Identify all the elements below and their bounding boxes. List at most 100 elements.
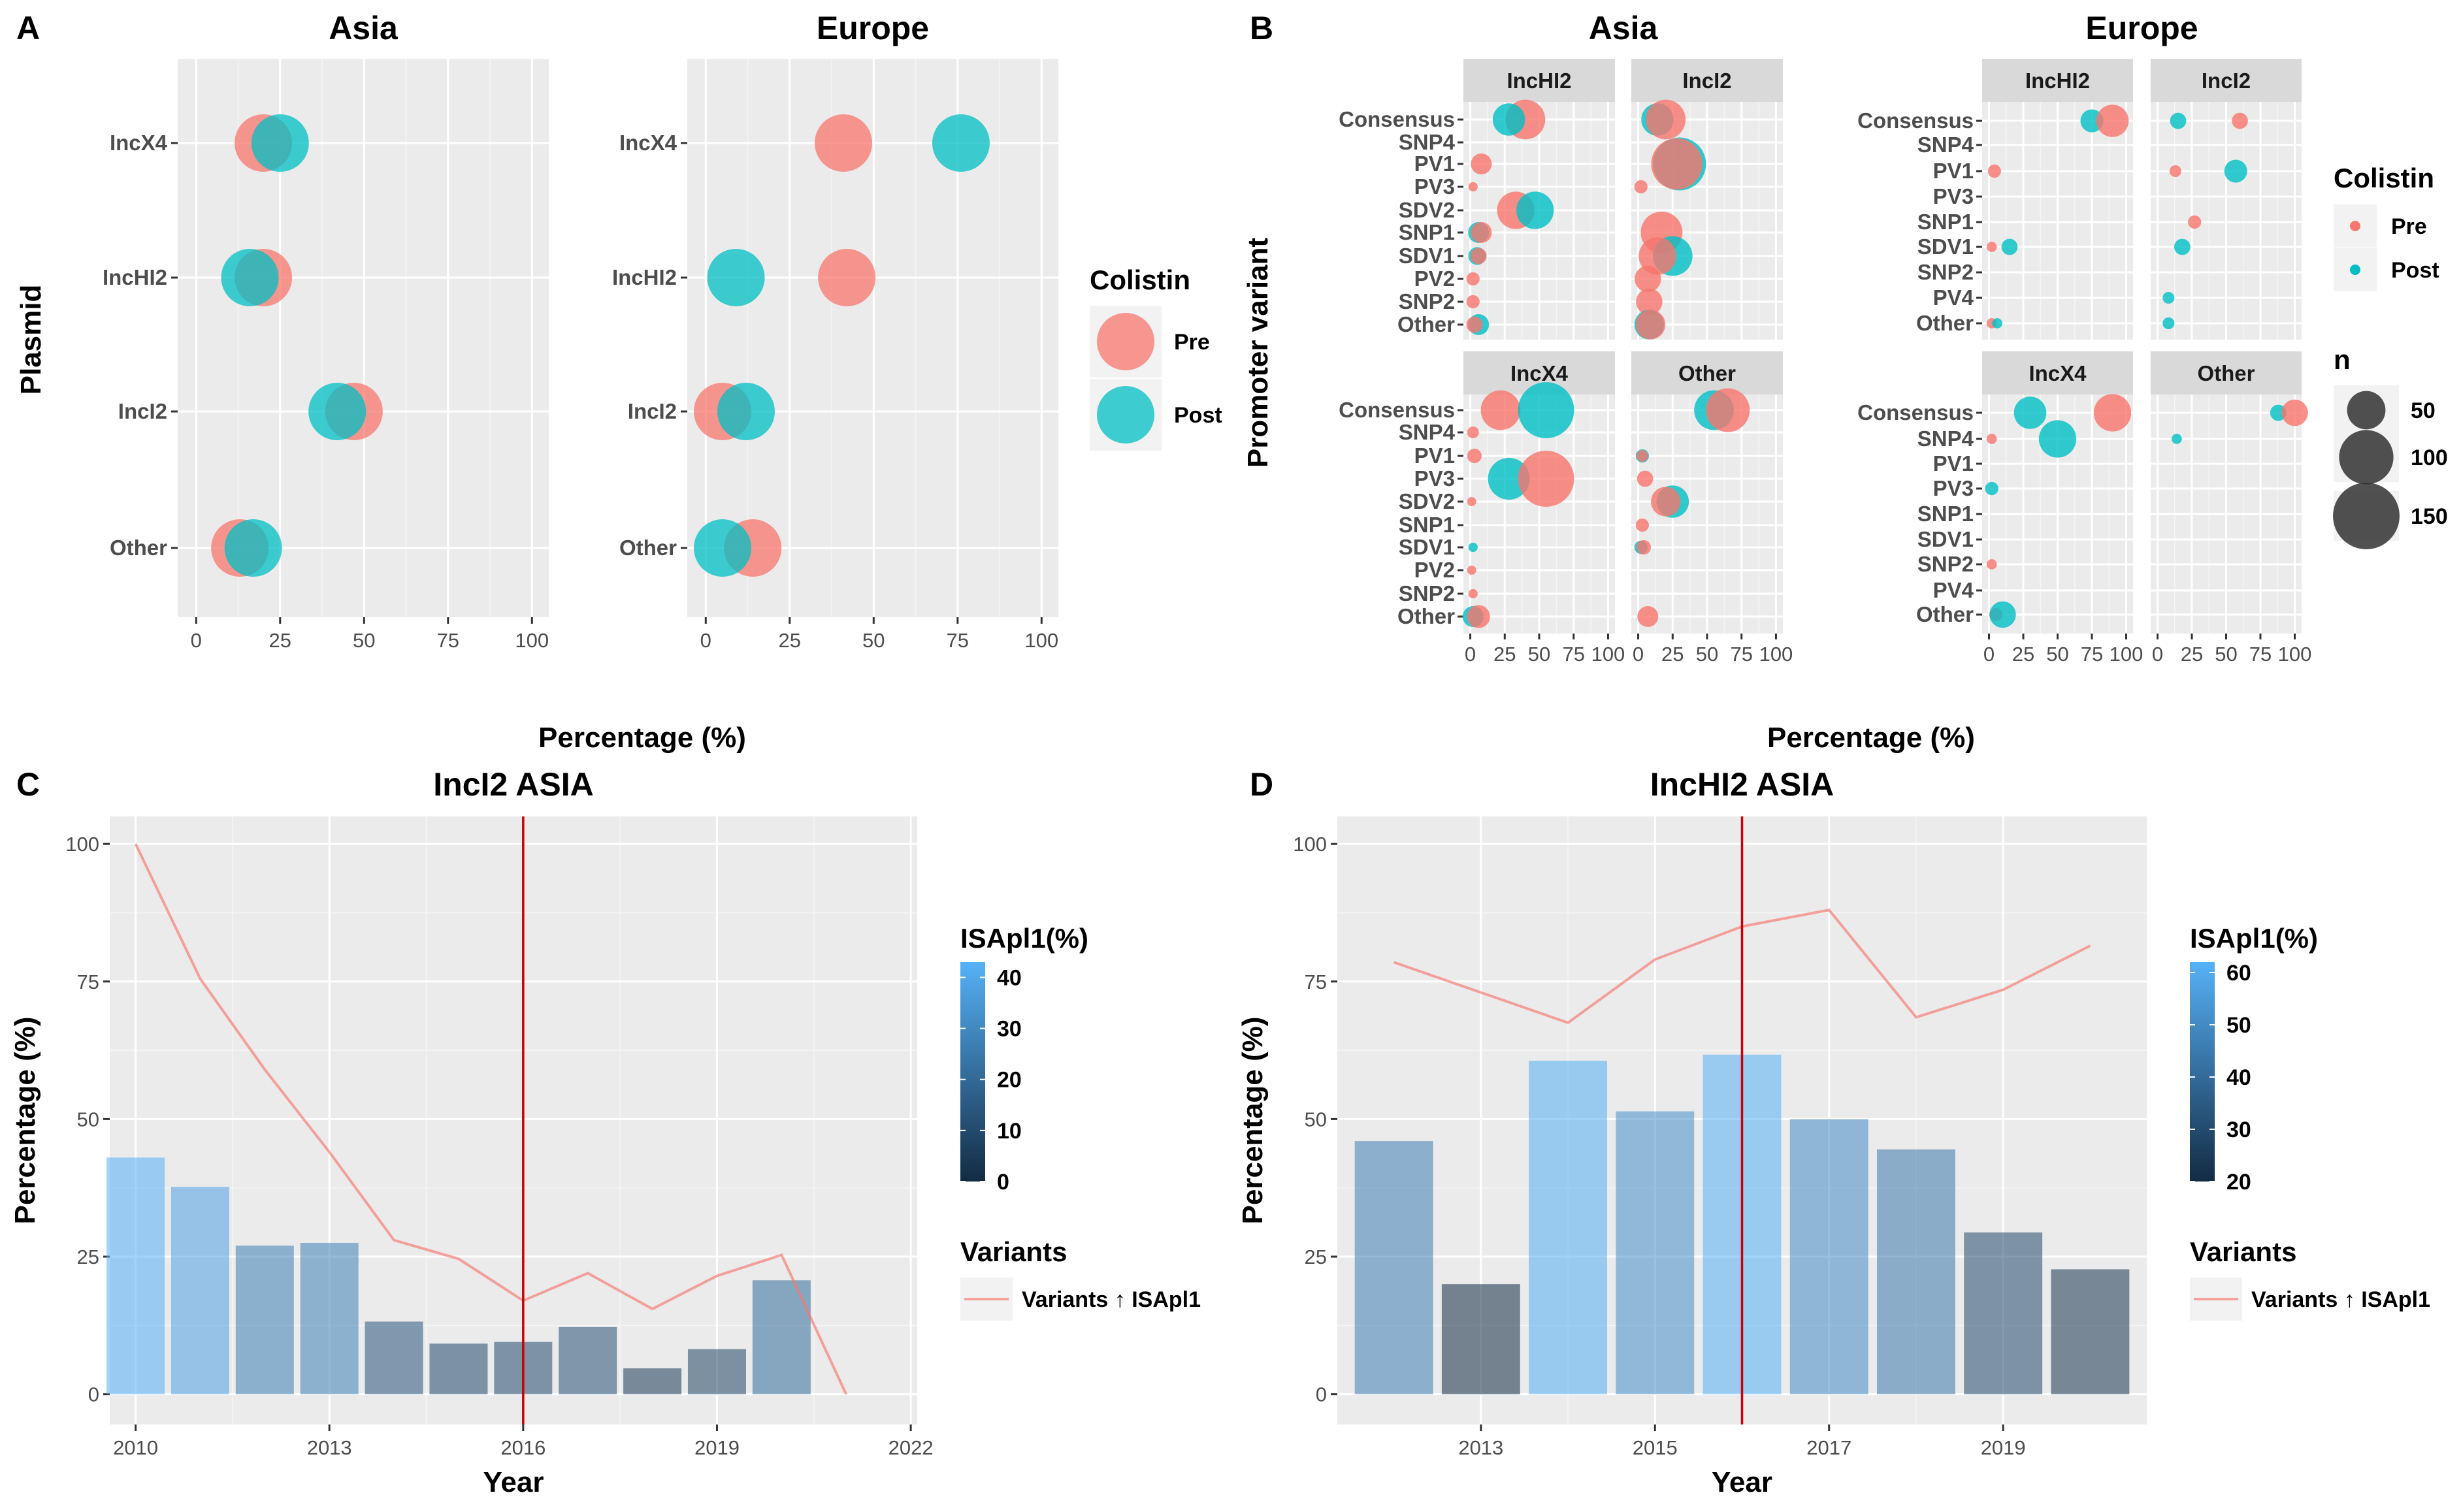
colistin-legend-b: Colistin Pre Post <box>2334 163 2439 291</box>
colorbar-label-50: 50 <box>2226 1013 2251 1038</box>
y-tick-label: SDV1 <box>1399 535 1455 559</box>
bubble-pre <box>1635 518 1649 532</box>
x-tick-label: 0 <box>191 629 202 652</box>
panel-a-facet-europe: 0 25 50 75 100 IncX4 IncHI2 IncI2 Other Europe <box>612 10 1058 652</box>
bar-2018 <box>1877 1149 1955 1394</box>
legend-title: Colistin <box>1090 265 1190 295</box>
bubble-post <box>2162 291 2175 304</box>
x-tick-label: 75 <box>2081 643 2103 666</box>
variants-legend-title: Variants <box>2190 1236 2296 1267</box>
y-tick-label: PV1 <box>1933 451 1974 475</box>
bubble-post <box>2224 159 2247 183</box>
plot-title: IncHI2 ASIA <box>1650 766 1834 803</box>
facet-strip <box>2151 59 2302 102</box>
legend-key-post <box>1097 386 1154 443</box>
y-tick-label: 0 <box>1316 1383 1327 1406</box>
y-tick-label: SNP4 <box>1399 420 1456 444</box>
x-tick-label: 25 <box>2181 643 2203 666</box>
bubble-post <box>224 519 282 577</box>
y-tick-label: Other <box>1397 604 1455 628</box>
y-tick-label: SNP2 <box>1399 581 1455 605</box>
x-tick-label: 100 <box>515 629 549 652</box>
y-tick-label: SNP1 <box>1917 210 1974 234</box>
bubble-post <box>717 383 775 440</box>
bubble-post <box>2170 112 2187 129</box>
y-tick-label: 75 <box>1305 971 1327 993</box>
bar-2014 <box>365 1321 423 1394</box>
bubble-pre <box>2093 394 2132 432</box>
bubble-pre <box>1651 487 1681 517</box>
bubble-pre <box>1480 390 1521 430</box>
bubble-pre <box>1466 295 1480 309</box>
y-tick-label: Consensus <box>1857 400 1974 425</box>
facet-strip-label: IncX4 <box>2029 361 2087 385</box>
x-tick-label: 75 <box>947 629 969 652</box>
bubble-post <box>2174 238 2191 255</box>
y-tick-label: PV4 <box>1933 578 1974 602</box>
variants-legend-label: Variants ↑ ISApl1 <box>2251 1287 2430 1312</box>
x-tick-label: 75 <box>2249 643 2272 666</box>
colistin-legend-a: Colistin Pre Post <box>1090 265 1222 451</box>
y-tick-label: Consensus <box>1857 108 1974 133</box>
legend-label-post: Post <box>2391 258 2439 283</box>
variants-line <box>134 843 848 1395</box>
bar-2018 <box>623 1368 682 1394</box>
panel-letter: C <box>16 766 40 803</box>
x-axis-title: Year <box>483 1466 544 1498</box>
y-tick-label: SNP4 <box>1399 130 1456 154</box>
x-tick-label: 25 <box>1493 643 1516 666</box>
bubble-post <box>693 519 751 577</box>
bubble-pre <box>1467 566 1476 575</box>
bubble-pre <box>1467 497 1476 506</box>
bubble-post <box>1989 601 2016 628</box>
x-tick-label: 25 <box>2012 643 2034 666</box>
bar-2010 <box>106 1157 165 1394</box>
bubble-pre <box>1986 559 1997 570</box>
bar-2019 <box>1964 1232 2043 1394</box>
x-tick-label: 50 <box>862 629 885 652</box>
region-title: Europe <box>2085 10 2198 46</box>
bubble-pre <box>2281 399 2308 426</box>
legend-label-post: Post <box>1174 403 1222 428</box>
bubble-post <box>2013 396 2047 429</box>
bubble-pre <box>815 114 873 172</box>
x-tick-label: 50 <box>353 629 375 652</box>
facet-inchi2: IncHI2 ConsensusSNP4PV1PV3SNP1SDV1SNP2PV4… <box>1857 59 2133 340</box>
facet-incx4: IncX4 ConsensusSNP4PV1PV3SNP1SDV1SNP2PV4O… <box>1857 351 2143 666</box>
facet-strip <box>1631 59 1783 102</box>
x-tick-label: 100 <box>1024 629 1058 652</box>
bubble-pre <box>1468 182 1478 192</box>
legend-label-pre: Pre <box>1174 330 1210 355</box>
bubble-pre <box>1634 180 1648 194</box>
y-tick-label: SNP4 <box>1917 133 1974 157</box>
x-tick-label: 0 <box>1465 643 1476 666</box>
bubble-pre <box>1635 265 1661 293</box>
y-tick-label: Other <box>110 536 167 560</box>
y-tick-label: 100 <box>1293 833 1327 856</box>
panel-a-x-title: Percentage (%) <box>538 722 746 754</box>
bubble-pre <box>1466 272 1480 286</box>
x-tick-label: 2013 <box>1458 1436 1503 1459</box>
bar-2014 <box>1529 1061 1607 1394</box>
bubble-pre <box>1638 237 1676 275</box>
bubble-pre <box>1467 426 1479 439</box>
x-tick-label: 2017 <box>1806 1436 1851 1459</box>
panel-a-facet-asia: 0 25 50 75 100 IncX4 IncHI2 IncI2 Other Asia <box>103 10 549 652</box>
y-tick-label: 100 <box>65 833 99 856</box>
size-label-100: 100 <box>2411 445 2448 470</box>
colorbar-label-20: 20 <box>2226 1170 2251 1195</box>
y-tick-label: IncHI2 <box>612 265 677 289</box>
facet-strip <box>1982 59 2133 102</box>
y-axis-title: Percentage (%) <box>1237 1017 1269 1225</box>
bubble-pre <box>1518 451 1574 507</box>
y-tick-label: SNP2 <box>1399 289 1455 314</box>
bar-2017 <box>1789 1119 1868 1394</box>
bubble-post <box>2038 420 2077 458</box>
y-tick-label: 50 <box>77 1108 99 1131</box>
x-tick-label: 0 <box>1633 643 1644 666</box>
bubble-post <box>2162 317 2175 330</box>
y-tick-label: PV1 <box>1933 159 1974 183</box>
facet-strip-label: Other <box>2197 361 2255 385</box>
colorbar-title: ISApl1(%) <box>2190 923 2318 954</box>
